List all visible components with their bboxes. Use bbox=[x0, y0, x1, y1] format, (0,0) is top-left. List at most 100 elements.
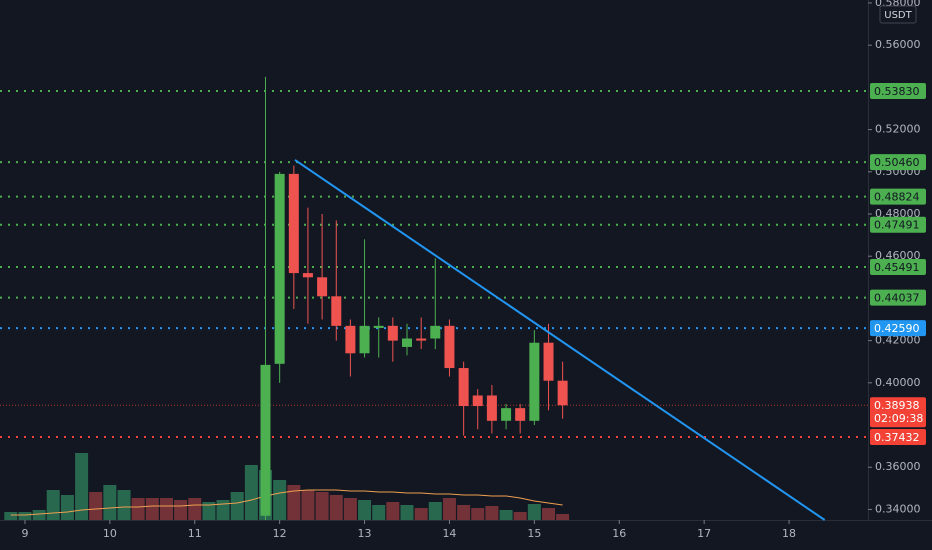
candle-body bbox=[402, 338, 413, 347]
candle-body bbox=[260, 364, 271, 516]
volume-bar bbox=[174, 500, 188, 520]
volume-bar bbox=[372, 505, 386, 520]
level-label: 0.45491 bbox=[874, 261, 920, 274]
volume-bar bbox=[329, 495, 343, 520]
x-tick-label: 13 bbox=[358, 527, 372, 540]
volume-bar bbox=[4, 512, 18, 520]
volume-bar bbox=[471, 508, 485, 520]
y-tick-label: 0.52000 bbox=[875, 123, 921, 136]
volume-bar bbox=[216, 500, 230, 520]
level-label: 0.50460 bbox=[874, 156, 920, 169]
volume-ma-line bbox=[10, 489, 563, 516]
level-label-box bbox=[870, 82, 926, 99]
volume-bar bbox=[513, 512, 527, 520]
volume-bar bbox=[343, 498, 357, 520]
volume-bar bbox=[117, 490, 131, 520]
y-tick-label: 0.34000 bbox=[875, 502, 921, 515]
x-tick-label: 9 bbox=[21, 527, 28, 540]
x-tick-label: 15 bbox=[527, 527, 541, 540]
volume-bar bbox=[414, 508, 428, 520]
candle-body bbox=[331, 296, 342, 326]
volume-bar bbox=[188, 498, 202, 520]
level-label-box bbox=[870, 216, 926, 233]
candle-body bbox=[345, 325, 356, 354]
candle-body bbox=[288, 173, 299, 274]
volume-bar bbox=[542, 508, 556, 520]
candle-body bbox=[302, 273, 313, 278]
volume-bar bbox=[527, 504, 541, 520]
candle-body bbox=[444, 325, 455, 369]
current-price-box bbox=[870, 397, 926, 428]
candle-body bbox=[274, 173, 285, 364]
y-tick-label: 0.58000 bbox=[875, 0, 921, 9]
candle-body bbox=[543, 342, 554, 381]
level-label-box bbox=[870, 429, 926, 446]
candle-body bbox=[515, 408, 526, 421]
x-tick-label: 11 bbox=[188, 527, 202, 540]
level-label-box bbox=[870, 258, 926, 275]
currency-box bbox=[879, 5, 917, 24]
volume-bar bbox=[230, 492, 244, 520]
candle-body bbox=[458, 368, 469, 407]
candle-body bbox=[529, 342, 540, 421]
candle-body bbox=[486, 395, 497, 421]
level-label-box bbox=[870, 188, 926, 205]
volume-bar bbox=[32, 510, 46, 520]
candle-body bbox=[373, 325, 384, 328]
volume-bar bbox=[287, 485, 301, 520]
volume-bar bbox=[358, 500, 372, 520]
candle-body bbox=[557, 380, 568, 406]
candle-body bbox=[430, 325, 441, 339]
level-label-box bbox=[870, 154, 926, 171]
time-axis-bg bbox=[0, 521, 932, 550]
volume-bar bbox=[442, 498, 456, 520]
level-label-box bbox=[870, 289, 926, 306]
candle-body bbox=[359, 325, 370, 354]
volume-bar bbox=[244, 465, 258, 520]
volume-bar bbox=[145, 498, 159, 520]
y-tick-label: 0.40000 bbox=[875, 376, 921, 389]
volume-bar bbox=[60, 495, 74, 520]
level-label-box bbox=[870, 320, 926, 337]
y-tick-label: 0.36000 bbox=[875, 460, 921, 473]
volume-bar bbox=[75, 453, 89, 520]
countdown-label: 02:09:38 bbox=[874, 412, 923, 425]
x-tick-label: 18 bbox=[782, 527, 796, 540]
volume-bar bbox=[18, 512, 32, 520]
level-label: 0.37432 bbox=[874, 431, 920, 444]
volume-bar bbox=[202, 502, 216, 520]
x-tick-label: 10 bbox=[103, 527, 117, 540]
y-tick-label: 0.42000 bbox=[875, 334, 921, 347]
volume-bar bbox=[400, 505, 414, 520]
volume-bar bbox=[46, 490, 60, 520]
volume-bar bbox=[159, 498, 173, 520]
x-tick-label: 17 bbox=[697, 527, 711, 540]
current-price-label: 0.38938 bbox=[874, 399, 920, 412]
volume-bar bbox=[457, 505, 471, 520]
candle-body bbox=[387, 325, 398, 341]
volume-bar bbox=[89, 492, 103, 520]
volume-bar bbox=[485, 506, 499, 520]
y-tick-label: 0.56000 bbox=[875, 38, 921, 51]
volume-bar bbox=[386, 502, 400, 520]
level-label: 0.48824 bbox=[874, 191, 920, 204]
volume-bar bbox=[103, 485, 117, 520]
volume-bar bbox=[273, 480, 287, 520]
level-label: 0.53830 bbox=[874, 85, 920, 98]
candle-body bbox=[416, 338, 427, 341]
x-tick-label: 14 bbox=[442, 527, 456, 540]
volume-bar bbox=[315, 492, 329, 520]
level-label: 0.44037 bbox=[874, 292, 920, 305]
x-tick-label: 12 bbox=[273, 527, 287, 540]
volume-bar bbox=[428, 502, 442, 520]
x-tick-label: 16 bbox=[612, 527, 626, 540]
currency-label: USDT bbox=[884, 10, 912, 21]
candle-body bbox=[317, 277, 328, 297]
candle-body bbox=[501, 408, 512, 421]
level-label: 0.42590 bbox=[874, 322, 920, 335]
level-label: 0.47491 bbox=[874, 219, 920, 232]
volume-bar bbox=[499, 510, 513, 520]
volume-bar bbox=[301, 490, 315, 520]
candle-body bbox=[472, 395, 483, 407]
